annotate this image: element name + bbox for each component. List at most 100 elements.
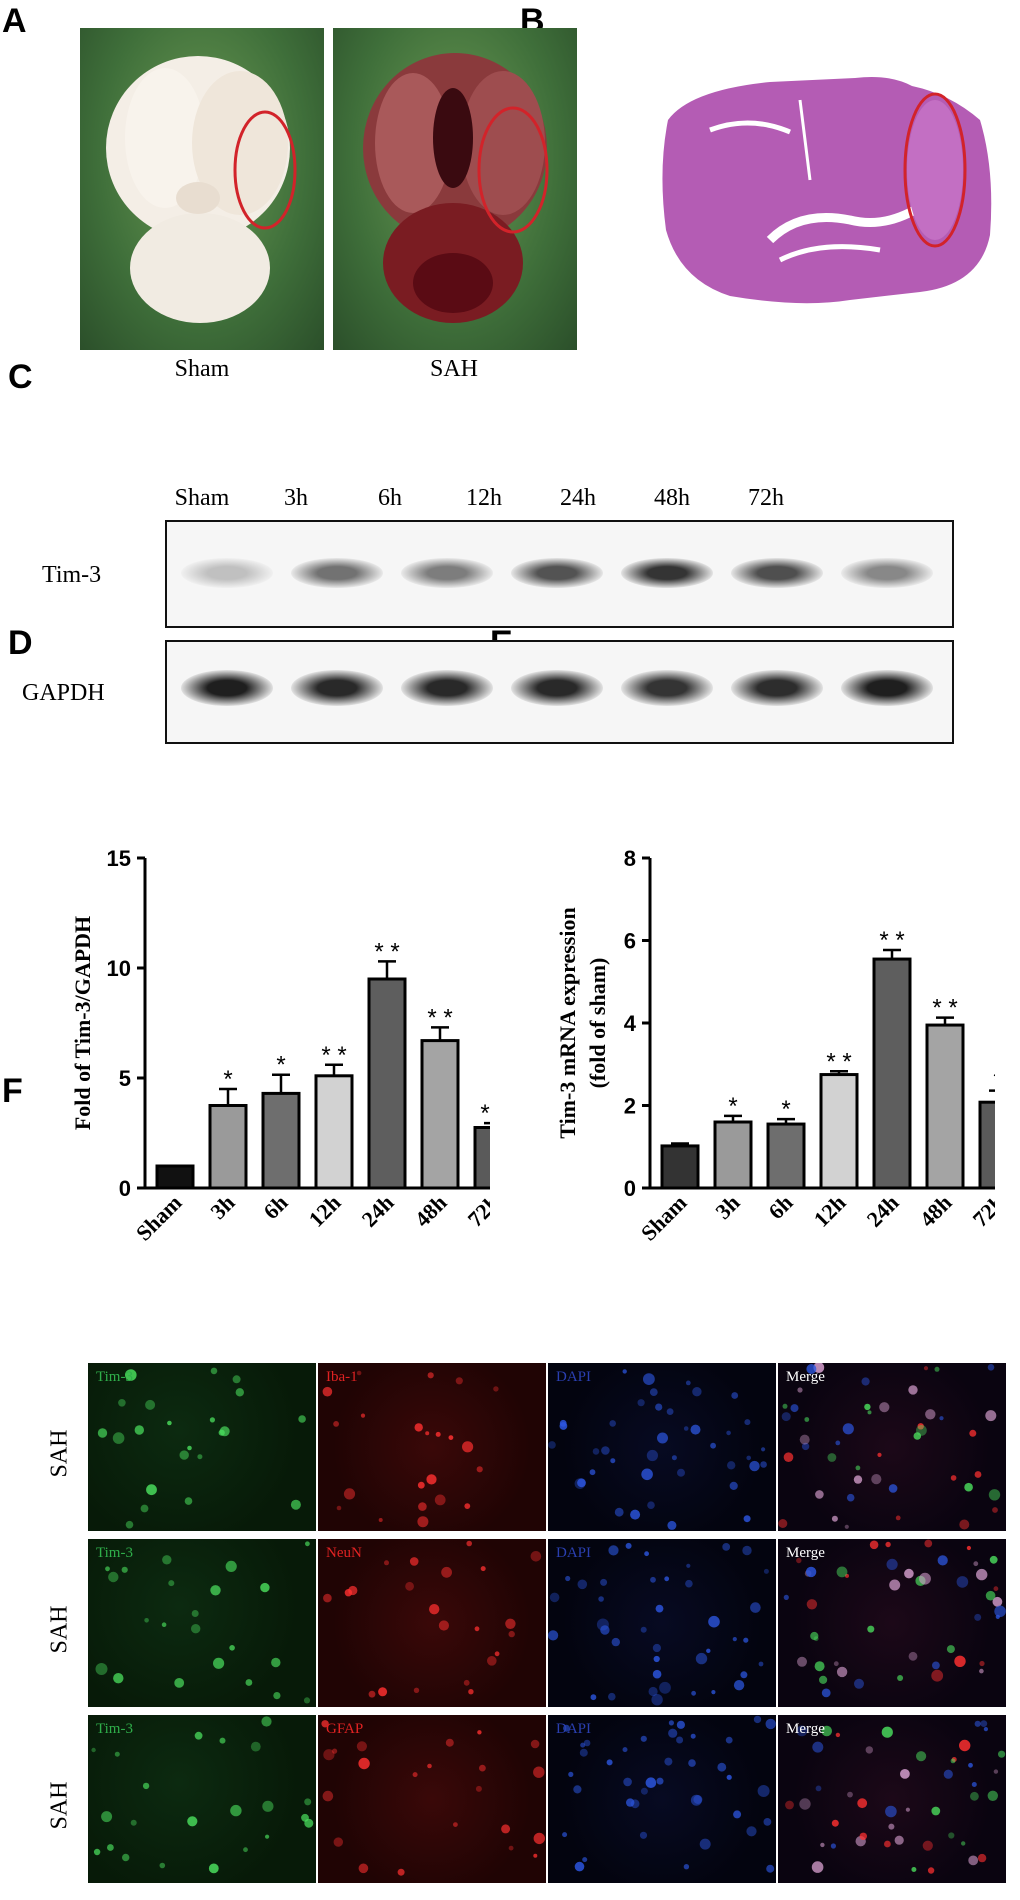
- cell: [888, 1823, 895, 1830]
- cell: [476, 1466, 483, 1473]
- cell: [530, 1551, 542, 1562]
- cell: [477, 1730, 482, 1735]
- cell: [924, 1539, 933, 1548]
- cell: [796, 1725, 808, 1737]
- cell: [501, 1824, 511, 1834]
- y-axis-label: (fold of sham): [585, 958, 610, 1089]
- cell: [968, 1855, 979, 1866]
- cell: [676, 1736, 684, 1744]
- cell: [533, 1832, 545, 1845]
- cell: [652, 1669, 662, 1679]
- cell: [122, 1853, 130, 1862]
- tim3-blot: [165, 520, 954, 628]
- cell: [956, 1576, 969, 1588]
- cell: [219, 1737, 226, 1744]
- cell-dots: [548, 1369, 767, 1530]
- row-label-sah-3: SAH: [46, 1781, 73, 1830]
- row-label-sah-1: SAH: [46, 1429, 73, 1478]
- cell: [225, 1560, 237, 1572]
- cell: [740, 1671, 748, 1679]
- cell: [676, 1720, 685, 1729]
- lane-label-3h: 3h: [284, 485, 308, 511]
- cell: [91, 1747, 96, 1753]
- cell: [508, 1630, 515, 1638]
- cell: [565, 1575, 571, 1582]
- y-axis-label: Tim-3 mRNA expression: [555, 907, 580, 1138]
- cell: [867, 1625, 875, 1633]
- cell: [667, 1520, 677, 1530]
- cell: [993, 1586, 999, 1592]
- cell: [105, 1566, 110, 1572]
- cell: [959, 1519, 970, 1530]
- cell: [441, 1566, 452, 1578]
- cell-dots: [778, 1363, 1001, 1530]
- cell-dots: [322, 1370, 499, 1528]
- cell: [757, 1785, 770, 1797]
- cell: [304, 1798, 312, 1806]
- cell: [622, 1747, 628, 1753]
- significance-mark: * *: [932, 995, 957, 1022]
- cell: [778, 1519, 788, 1528]
- cell: [646, 1449, 658, 1462]
- if-image-r1-tim-3: Tim-3: [88, 1363, 316, 1531]
- cell: [743, 1637, 749, 1643]
- cell: [904, 1568, 914, 1579]
- cell: [108, 1571, 119, 1583]
- cell: [961, 1841, 966, 1846]
- cell: [799, 1434, 810, 1445]
- cell: [819, 1675, 828, 1684]
- x-tick-label: Sham: [636, 1190, 692, 1246]
- if-image-r1-iba-1: Iba-1: [318, 1363, 546, 1531]
- cell: [727, 1461, 736, 1470]
- cell: [864, 1403, 871, 1411]
- significance-mark: * *: [879, 927, 904, 954]
- cell: [219, 1426, 230, 1437]
- cell: [753, 1715, 762, 1724]
- cell: [167, 1420, 172, 1426]
- cell: [749, 1460, 760, 1472]
- cell: [859, 1832, 867, 1840]
- cell: [582, 1857, 588, 1863]
- cell: [414, 1423, 423, 1432]
- cell: [405, 1581, 414, 1591]
- cell: [812, 1741, 824, 1753]
- cell: [435, 1431, 441, 1437]
- cell: [976, 1568, 988, 1581]
- bar-3h: [208, 1104, 248, 1190]
- significance-mark: *: [728, 1093, 737, 1120]
- cell: [686, 1563, 691, 1568]
- cell: [974, 1471, 982, 1478]
- cell: [971, 1782, 977, 1787]
- cell: [118, 1399, 126, 1407]
- cell: [243, 1847, 248, 1853]
- cell: [690, 1733, 696, 1739]
- cell: [766, 1864, 775, 1873]
- cell: [711, 1690, 716, 1695]
- sham-caption: Sham: [174, 356, 230, 382]
- lane-label-48h: 48h: [654, 485, 690, 511]
- y-tick-label: 0: [119, 1176, 131, 1201]
- cell: [530, 1739, 540, 1749]
- cell: [146, 1484, 157, 1496]
- cell: [785, 1800, 794, 1810]
- cell: [844, 1524, 849, 1529]
- cell: [797, 1656, 807, 1667]
- cell: [853, 1475, 863, 1484]
- sham-brain-photo: [80, 28, 324, 350]
- cell: [977, 1853, 987, 1863]
- cell: [821, 1688, 831, 1698]
- cell: [796, 1557, 802, 1564]
- cell: [783, 1452, 794, 1462]
- cell: [836, 1566, 848, 1578]
- gapdh-band-6h: [401, 670, 493, 706]
- cell: [427, 1763, 432, 1769]
- cell: [427, 1372, 434, 1379]
- cell: [974, 1720, 981, 1727]
- cell: [260, 1582, 270, 1593]
- cell: [125, 1369, 137, 1381]
- cell: [235, 1388, 244, 1397]
- cell: [548, 1630, 559, 1641]
- y-tick-label: 10: [107, 956, 131, 981]
- bar-6h: [261, 1091, 301, 1190]
- cell: [799, 1798, 811, 1810]
